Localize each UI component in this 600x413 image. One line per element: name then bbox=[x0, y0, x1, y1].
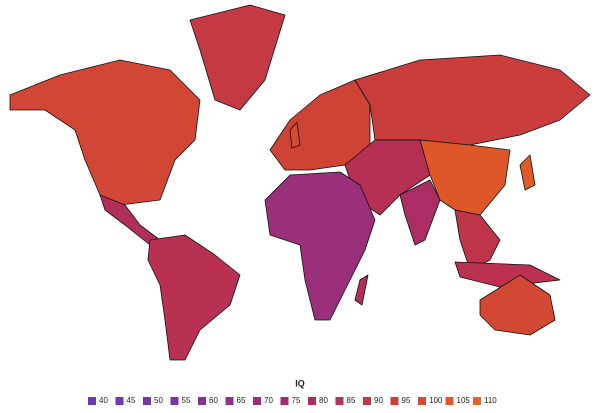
region bbox=[189, 4, 286, 111]
region bbox=[264, 171, 376, 321]
legend-swatch bbox=[253, 397, 261, 405]
legend-label: 40 bbox=[99, 396, 108, 405]
legend-swatch bbox=[473, 397, 481, 405]
region bbox=[479, 274, 556, 336]
legend-swatch bbox=[445, 397, 454, 405]
legend: 40 45 50 55 60 65 70 75 80 85 90 95 100 105 110 bbox=[88, 396, 497, 405]
legend-label: 110 bbox=[484, 396, 497, 405]
legend-label: 70 bbox=[264, 396, 273, 405]
region bbox=[269, 79, 371, 171]
legend-swatch bbox=[390, 397, 399, 405]
region bbox=[354, 54, 591, 146]
legend-label: 45 bbox=[127, 396, 136, 405]
map bbox=[9, 4, 591, 361]
legend-swatch bbox=[363, 397, 371, 405]
legend-label: 90 bbox=[374, 396, 383, 405]
legend-label: 50 bbox=[154, 396, 163, 405]
legend-swatch bbox=[198, 397, 206, 405]
legend-swatch bbox=[280, 397, 289, 405]
region bbox=[354, 274, 369, 306]
legend-swatch bbox=[115, 397, 124, 405]
legend-swatch bbox=[143, 397, 151, 405]
legend-label: 95 bbox=[402, 396, 411, 405]
region bbox=[519, 154, 536, 191]
legend-swatch bbox=[418, 397, 426, 405]
region bbox=[454, 209, 501, 271]
region bbox=[9, 59, 201, 206]
legend-label: 105 bbox=[457, 396, 471, 405]
legend-swatch bbox=[88, 397, 96, 405]
legend-title: IQ bbox=[295, 378, 305, 388]
legend-label: 75 bbox=[292, 396, 301, 405]
legend-swatch bbox=[170, 397, 179, 405]
region bbox=[399, 179, 441, 246]
legend-swatch bbox=[335, 397, 344, 405]
region bbox=[147, 234, 241, 361]
region bbox=[289, 121, 301, 149]
legend-label: 60 bbox=[209, 396, 218, 405]
legend-label: 85 bbox=[347, 396, 356, 405]
legend-label: 65 bbox=[237, 396, 246, 405]
legend-label: 55 bbox=[182, 396, 191, 405]
legend-label: 80 bbox=[319, 396, 328, 405]
legend-label: 100 bbox=[429, 396, 443, 405]
legend-swatch bbox=[308, 397, 316, 405]
legend-swatch bbox=[225, 397, 234, 405]
